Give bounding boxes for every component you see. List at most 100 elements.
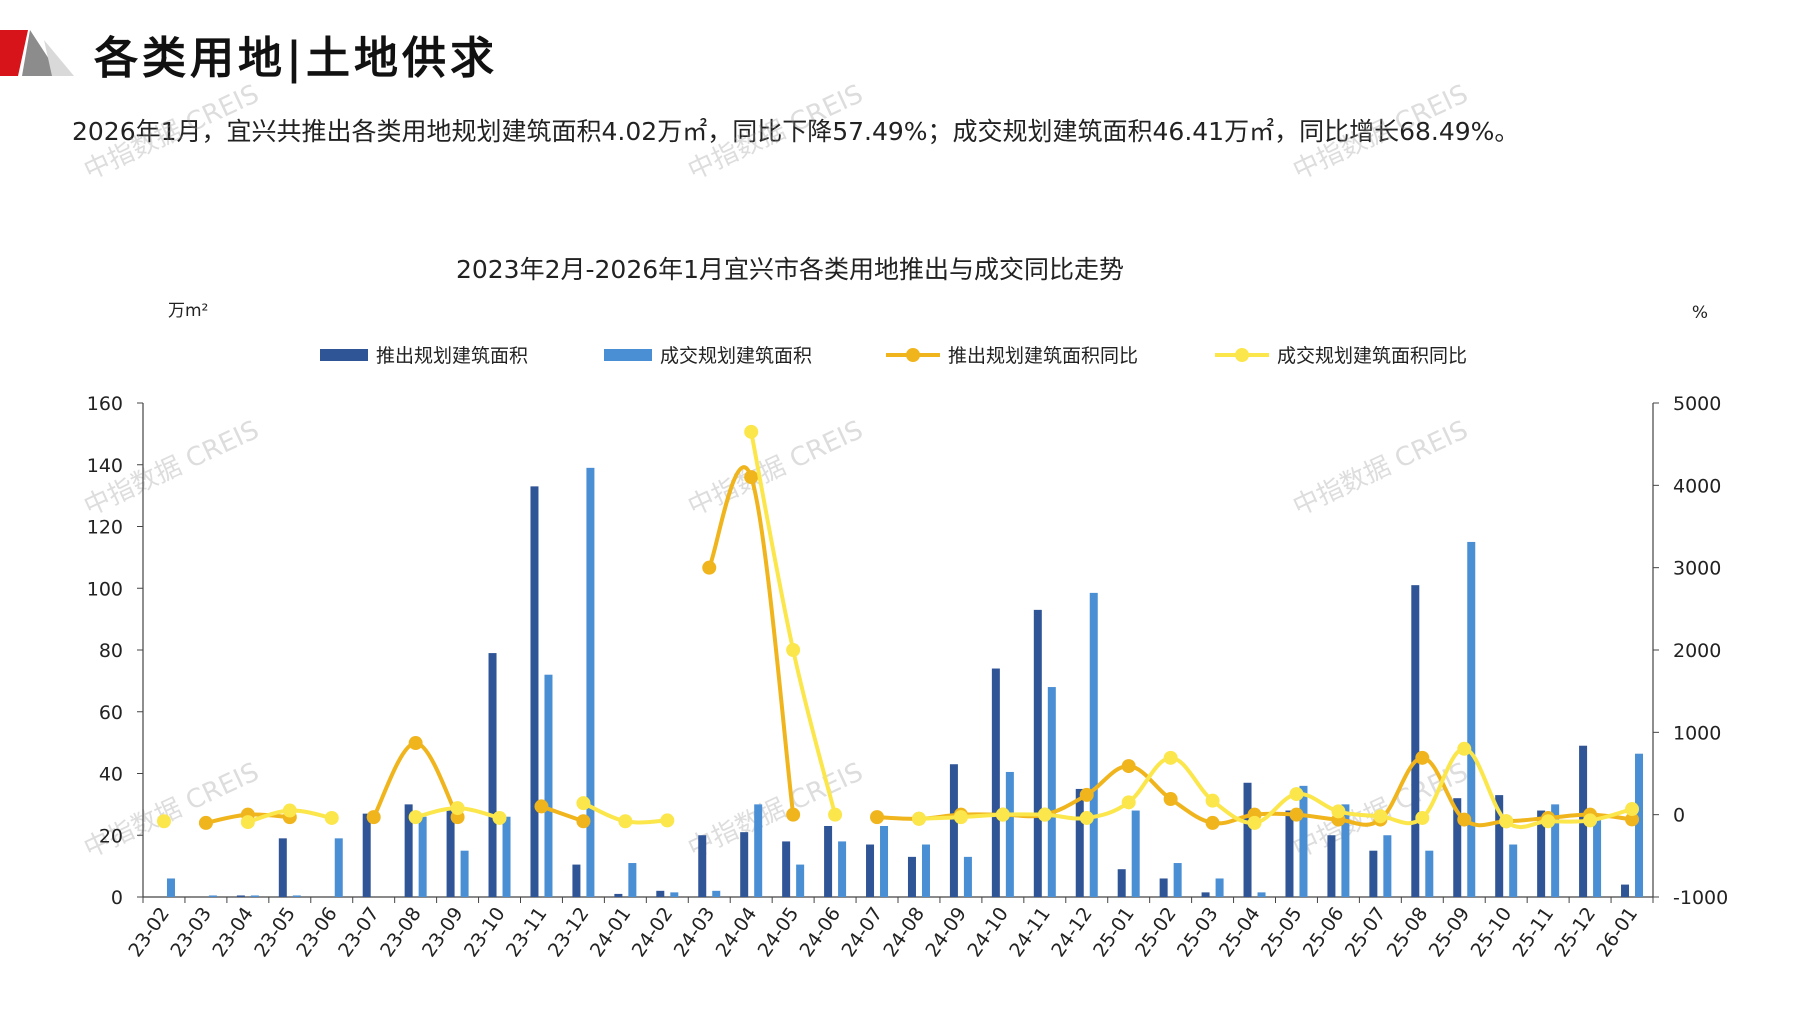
bar (502, 816, 511, 897)
bar (334, 838, 343, 897)
bar (991, 668, 1000, 897)
bar (866, 844, 875, 897)
line-point (450, 801, 465, 816)
x-tick-label: 25-08 (1383, 903, 1433, 961)
legend-label: 推出规划建筑面积同比 (948, 345, 1138, 367)
y-tick-label-right: 4000 (1673, 475, 1721, 497)
bar (921, 844, 930, 897)
line-point (1121, 759, 1136, 774)
x-tick-label: 24-10 (963, 903, 1013, 961)
bar (1159, 878, 1168, 897)
y-tick-label-left: 20 (99, 825, 123, 847)
bar (418, 816, 427, 897)
x-tick-label: 24-12 (1047, 903, 1097, 961)
bar (1257, 892, 1266, 897)
bar (1453, 798, 1462, 897)
bar (740, 832, 749, 897)
y-tick-label-right: 0 (1673, 805, 1685, 827)
x-tick-label: 23-12 (544, 903, 594, 961)
line-point (534, 799, 549, 814)
line-point (1373, 809, 1388, 824)
line-point (1415, 750, 1430, 765)
bar (1285, 810, 1294, 897)
bar (166, 878, 175, 897)
bar (544, 674, 553, 897)
bar (530, 486, 539, 897)
x-tick-label: 25-02 (1131, 903, 1181, 961)
y-tick-label-left: 60 (99, 702, 123, 724)
line-point (1415, 810, 1430, 825)
series-line (707, 465, 796, 815)
x-tick-label: 24-04 (712, 903, 762, 961)
bar (1383, 835, 1392, 897)
header: 各类用地|土地供求 (0, 18, 700, 84)
x-tick-label: 24-07 (837, 903, 887, 961)
line-point (911, 811, 926, 826)
left-axis-unit: 万m² (168, 301, 208, 321)
summary-text: 2026年1月，宜兴共推出各类用地规划建筑面积4.02万㎡，同比下降57.49%… (72, 117, 1520, 146)
bar (1425, 850, 1434, 897)
bar (404, 804, 413, 897)
bar (278, 838, 287, 897)
legend-swatch-marker (906, 348, 920, 362)
bar (446, 807, 455, 897)
x-tick-label: 23-06 (292, 903, 342, 961)
x-tick-label: 25-01 (1089, 903, 1139, 961)
bar (1621, 884, 1630, 897)
x-tick-label: 24-02 (628, 903, 678, 961)
line-point (1289, 807, 1304, 822)
bar (250, 895, 259, 897)
line-point (240, 815, 255, 830)
x-tick-label: 25-11 (1509, 903, 1559, 961)
bar (1509, 844, 1518, 897)
line-point (1625, 812, 1640, 827)
x-tick-label: 24-06 (795, 903, 845, 961)
y-tick-label-left: 80 (99, 640, 123, 662)
bar (1495, 795, 1504, 897)
x-tick-label: 23-04 (208, 903, 258, 961)
bar (1047, 687, 1056, 897)
bar (907, 856, 916, 897)
chart-title: 2023年2月-2026年1月宜兴市各类用地推出与成交同比走势 (456, 255, 1124, 284)
bar (1593, 816, 1602, 897)
line-point (1205, 793, 1220, 808)
x-tick-label: 24-11 (1005, 903, 1055, 961)
line-point (1037, 807, 1052, 822)
bar (963, 856, 972, 897)
y-tick-label-right: 5000 (1673, 393, 1721, 415)
x-tick-label: 24-03 (670, 903, 720, 961)
line-point (786, 643, 801, 657)
bar (572, 864, 581, 897)
bar (670, 892, 679, 897)
bar (838, 841, 847, 897)
line-point (324, 810, 339, 825)
line-point (1121, 795, 1136, 810)
x-tick-label: 23-09 (418, 903, 468, 961)
line-point (660, 813, 675, 828)
line-point (576, 814, 591, 829)
line-point (995, 807, 1010, 822)
bar (754, 804, 763, 897)
legend-swatch (604, 349, 652, 361)
x-tick-label: 23-11 (502, 903, 552, 961)
bar (1201, 892, 1210, 897)
x-tick-label: 25-07 (1341, 903, 1391, 961)
line-point (1499, 814, 1514, 829)
x-tick-label: 25-06 (1299, 903, 1349, 961)
bar (656, 890, 665, 897)
line-point (1457, 812, 1472, 827)
bar (460, 850, 469, 897)
line-point (786, 807, 801, 822)
x-tick-label: 23-10 (460, 903, 510, 961)
legend-swatch (320, 349, 368, 361)
bar (1215, 878, 1224, 897)
x-tick-label: 26-01 (1592, 903, 1642, 961)
legend-label: 成交规划建筑面积同比 (1277, 345, 1467, 367)
legend-swatch-marker (1235, 348, 1249, 362)
line-point (1541, 814, 1556, 829)
x-tick-label: 25-10 (1467, 903, 1517, 961)
line-point (198, 815, 213, 830)
bar (292, 895, 301, 897)
bar (1537, 810, 1546, 897)
y-tick-label-right: 1000 (1673, 722, 1721, 744)
